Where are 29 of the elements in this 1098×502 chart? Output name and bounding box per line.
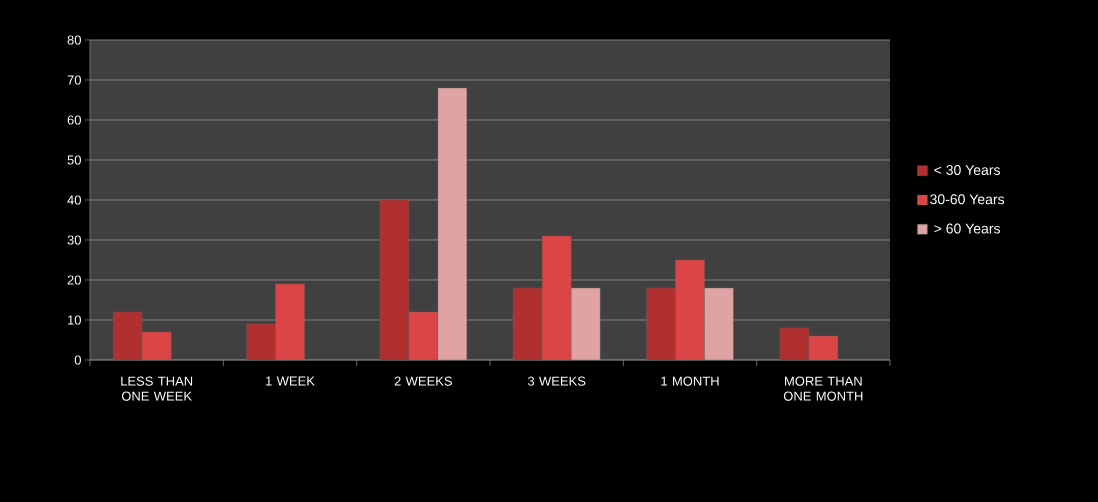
legend-label: > 60 Years — [934, 223, 1000, 234]
y-tick-label: 40 — [67, 195, 81, 205]
bar — [646, 287, 676, 360]
y-tick-label: 50 — [67, 155, 81, 165]
bar — [112, 311, 143, 360]
y-tick-label: 60 — [67, 115, 81, 125]
y-tick-label: 80 — [67, 35, 81, 45]
y-tick-label: 70 — [67, 75, 81, 85]
y-tick-label: 20 — [67, 275, 81, 285]
bar — [379, 199, 410, 360]
bar — [512, 287, 543, 360]
y-tick-label: 30 — [67, 235, 81, 245]
bar — [246, 323, 276, 360]
bar — [408, 311, 439, 360]
x-tick-label: 1 WEEK — [266, 376, 315, 386]
x-tick-label: 1 MONTH — [661, 376, 719, 386]
legend-label: < 30 Years — [934, 165, 1000, 175]
bar — [141, 331, 172, 360]
bar — [541, 235, 572, 360]
bar — [779, 327, 810, 360]
x-tick-label: LESS THAN ONE WEEK — [121, 376, 193, 401]
y-tick-label: 0 — [74, 355, 81, 365]
bar — [675, 259, 705, 360]
bar — [275, 283, 305, 360]
x-tick-label: MORE THAN ONE MONTH — [783, 376, 863, 401]
legend-label: 30-60 Years — [930, 194, 1005, 205]
x-tick-label: 3 WEEKS — [527, 376, 586, 386]
x-tick-label: 2 WEEKS — [394, 376, 452, 386]
y-tick-label: 10 — [68, 315, 81, 325]
